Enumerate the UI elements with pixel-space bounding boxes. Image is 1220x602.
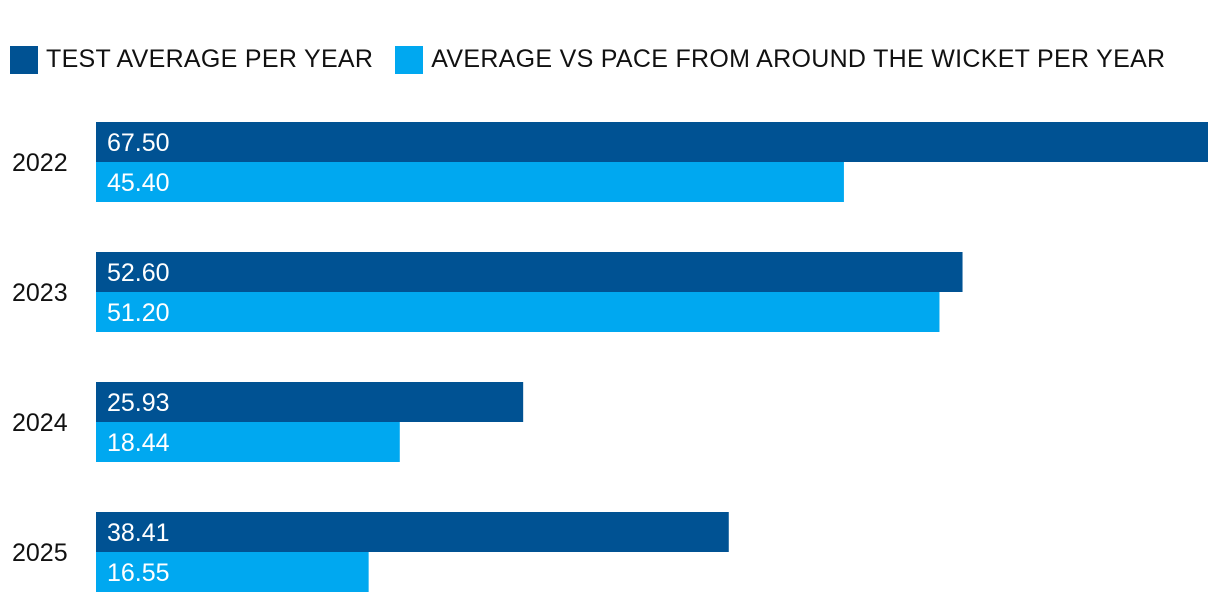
bar-2022-series-0	[96, 122, 1208, 162]
bar-2024-series-1	[96, 422, 400, 462]
data-label-2023-series-0: 52.60	[107, 259, 170, 287]
data-label-2024-series-0: 25.93	[107, 389, 170, 417]
data-label-2022-series-1: 45.40	[107, 169, 170, 197]
y-tick-label-2024: 2024	[12, 409, 68, 437]
legend-item-around-wicket: AVERAGE VS PACE FROM AROUND THE WICKET P…	[395, 45, 1165, 74]
legend-item-test-average: TEST AVERAGE PER YEAR	[10, 45, 373, 74]
legend-swatch-around-wicket	[395, 45, 424, 74]
bar-2025-series-0	[96, 512, 729, 552]
data-label-2025-series-0: 38.41	[107, 519, 170, 547]
legend-label-around-wicket: AVERAGE VS PACE FROM AROUND THE WICKET P…	[431, 45, 1166, 73]
data-label-2025-series-1: 16.55	[107, 559, 170, 587]
legend-label-test-average: TEST AVERAGE PER YEAR	[46, 45, 374, 73]
data-label-2024-series-1: 18.44	[107, 429, 170, 457]
legend: TEST AVERAGE PER YEAR AVERAGE VS PACE FR…	[10, 45, 1187, 74]
legend-swatch-test-average	[10, 45, 38, 74]
bar-2024-series-0	[96, 382, 524, 422]
bar-2022-series-1	[96, 162, 844, 202]
bar-2025-series-1	[96, 552, 369, 592]
y-tick-label-2025: 2025	[12, 539, 68, 567]
bar-2023-series-1	[96, 292, 940, 332]
data-label-2023-series-1: 51.20	[107, 299, 170, 327]
bar-2023-series-0	[96, 252, 963, 292]
y-tick-label-2022: 2022	[12, 149, 68, 177]
y-tick-label-2023: 2023	[12, 279, 68, 307]
data-label-2022-series-0: 67.50	[107, 129, 170, 157]
